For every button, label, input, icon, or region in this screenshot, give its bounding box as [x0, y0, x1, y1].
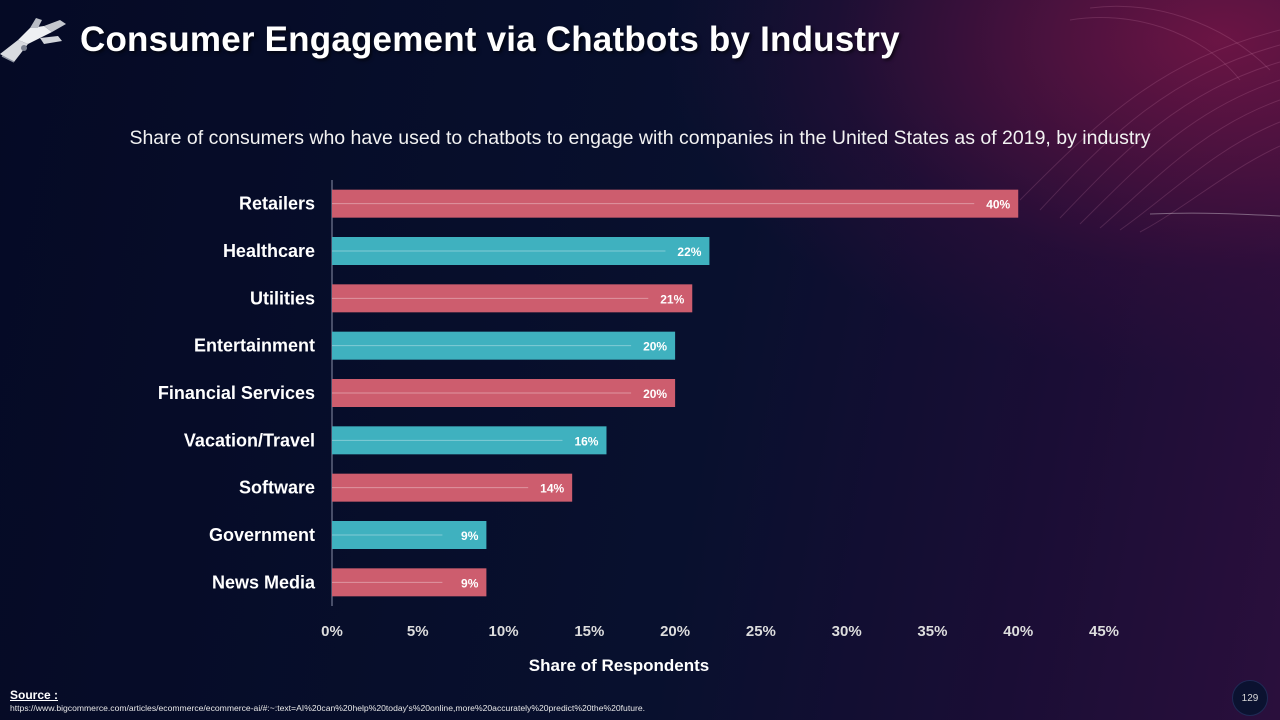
data-label: 21% — [660, 292, 684, 306]
page-number: 129 — [1241, 692, 1259, 704]
category-label: Entertainment — [194, 336, 315, 356]
bar-retailers — [332, 189, 1019, 218]
data-label: 40% — [986, 198, 1010, 212]
x-axis-title: Share of Respondents — [529, 656, 709, 675]
robot-hand-logo — [0, 18, 66, 63]
x-tick-label: 5% — [407, 623, 429, 640]
bar-news-media — [332, 568, 487, 597]
decorative-waves — [1019, 5, 1280, 233]
x-tick-label: 40% — [1003, 623, 1033, 640]
chart-subtitle: Share of consumers who have used to chat… — [129, 127, 1151, 149]
data-label: 9% — [461, 529, 479, 543]
data-label: 20% — [643, 340, 667, 354]
category-label: News Media — [212, 572, 316, 592]
x-tick-label: 45% — [1089, 623, 1119, 640]
x-tick-label: 0% — [321, 623, 343, 640]
bar-entertainment — [332, 331, 676, 360]
bar-software — [332, 473, 573, 502]
x-tick-label: 30% — [832, 623, 862, 640]
bar-government — [332, 521, 487, 549]
x-tick-label: 35% — [917, 623, 947, 640]
x-tick-label: 10% — [489, 623, 519, 640]
bar-healthcare — [332, 237, 710, 265]
x-tick-label: 15% — [574, 623, 604, 640]
category-label: Financial Services — [158, 383, 315, 403]
x-tick-label: 25% — [746, 623, 776, 640]
category-label: Utilities — [250, 288, 315, 308]
bar-financial-services — [332, 379, 676, 407]
bar-vacation-travel — [332, 426, 607, 455]
category-label: Government — [209, 525, 315, 545]
category-label: Healthcare — [223, 241, 315, 261]
x-tick-label: 20% — [660, 623, 690, 640]
source-url[interactable]: https://www.bigcommerce.com/articles/eco… — [10, 703, 646, 713]
data-label: 14% — [540, 482, 564, 496]
data-label: 16% — [574, 434, 598, 448]
data-label: 20% — [643, 387, 667, 401]
data-label: 22% — [677, 245, 701, 259]
page-number-badge: 129 — [1232, 680, 1268, 716]
bar-utilities — [332, 284, 693, 313]
data-label: 9% — [461, 576, 479, 590]
category-label: Retailers — [239, 194, 315, 214]
category-label: Vacation/Travel — [184, 430, 315, 450]
category-label: Software — [239, 478, 315, 498]
source-label: Source : — [10, 688, 59, 702]
page-title: Consumer Engagement via Chatbots by Indu… — [80, 20, 900, 59]
